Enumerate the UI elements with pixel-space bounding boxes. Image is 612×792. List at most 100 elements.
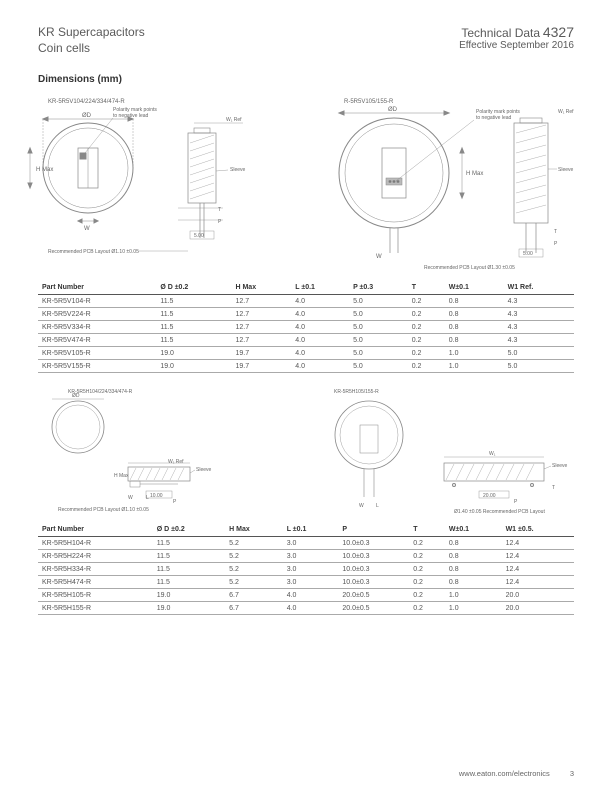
- table-cell: 11.5: [153, 563, 225, 576]
- table-row: KR-5R5H334-R11.55.23.010.0±0.30.20.812.4: [38, 563, 574, 576]
- table-cell: 5.2: [225, 537, 283, 550]
- table-cell: 1.0: [445, 347, 504, 360]
- svg-text:L: L: [376, 503, 379, 509]
- header-right: Technical Data 4327 Effective September …: [459, 24, 574, 56]
- svg-text:to negative lead: to negative lead: [476, 115, 512, 121]
- table-cell: 1.0: [445, 589, 502, 602]
- mid-diagrams-row: KR-5R5H104/224/334/474-R ØD H Max Sleeve…: [0, 373, 612, 515]
- table-header-cell: H Max: [225, 523, 283, 537]
- table-cell: 5.2: [225, 563, 283, 576]
- svg-text:Recommended PCB Layout Ø1.30: Recommended PCB Layout Ø1.30 ±0.05: [424, 265, 515, 271]
- table-cell: 0.2: [409, 563, 445, 576]
- table-header-cell: H Max: [231, 281, 291, 295]
- top-diagrams-row: KR-5R5V104/224/334/474-R ØD H Max Polari…: [0, 85, 612, 273]
- table-cell: 11.5: [153, 576, 225, 589]
- table-cell: 10.0±0.3: [338, 563, 409, 576]
- table-cell: 6.7: [225, 589, 283, 602]
- svg-text:P: P: [173, 499, 177, 505]
- svg-text:Sleeve: Sleeve: [558, 167, 574, 173]
- svg-text:P: P: [514, 499, 518, 505]
- table-cell: 0.2: [409, 589, 445, 602]
- table-cell: 3.0: [283, 550, 339, 563]
- table-cell: 19.0: [153, 602, 225, 615]
- diagram-title: KR-5R5V104/224/334/474-R: [48, 99, 125, 105]
- table-cell: 0.2: [409, 537, 445, 550]
- diagram-top-right: R-5R5V105/155-R ØD H Max Polarity mark p…: [314, 93, 594, 273]
- table-cell: 4.0: [291, 347, 349, 360]
- diagram-mid-left: KR-5R5H104/224/334/474-R ØD H Max Sleeve…: [18, 385, 278, 515]
- table-header-cell: T: [408, 281, 445, 295]
- header-left: KR Supercapacitors Coin cells: [38, 24, 145, 56]
- table-row: KR-5R5V224-R11.512.74.05.00.20.84.3: [38, 308, 574, 321]
- table-cell: 0.2: [408, 360, 445, 373]
- table-cell: 4.3: [504, 295, 574, 308]
- svg-text:W₁: W₁: [489, 451, 496, 457]
- table-cell: 20.0±0.5: [338, 589, 409, 602]
- table-cell: 4.0: [291, 334, 349, 347]
- table-cell: 19.7: [231, 360, 291, 373]
- table-cell: 4.0: [283, 589, 339, 602]
- svg-text:ØD: ØD: [72, 393, 80, 399]
- table-cell: 0.2: [409, 550, 445, 563]
- svg-text:KR-5R5H105/155-R: KR-5R5H105/155-R: [334, 389, 379, 395]
- product-line1: KR Supercapacitors: [38, 24, 145, 40]
- table-cell: 4.0: [283, 602, 339, 615]
- table-cell: KR-5R5V334-R: [38, 321, 156, 334]
- table-header-cell: Ø D ±0.2: [153, 523, 225, 537]
- table-row: KR-5R5H104-R11.55.23.010.0±0.30.20.812.4: [38, 537, 574, 550]
- table-cell: 10.0±0.3: [338, 576, 409, 589]
- table-header-cell: P: [338, 523, 409, 537]
- page-footer: www.eaton.com/electronics 3: [459, 769, 574, 778]
- table-cell: 12.7: [231, 295, 291, 308]
- table-row: KR-5R5V104-R11.512.74.05.00.20.84.3: [38, 295, 574, 308]
- table-cell: 19.7: [231, 347, 291, 360]
- table-row: KR-5R5H474-R11.55.23.010.0±0.30.20.812.4: [38, 576, 574, 589]
- table-cell: 5.0: [349, 347, 408, 360]
- table-header-cell: W1 ±0.5.: [502, 523, 574, 537]
- table-cell: 3.0: [283, 537, 339, 550]
- svg-text:10.00: 10.00: [150, 493, 163, 499]
- table-cell: 6.7: [225, 602, 283, 615]
- table-cell: 0.2: [408, 321, 445, 334]
- svg-text:R-5R5V105/155-R: R-5R5V105/155-R: [344, 99, 394, 105]
- svg-text:H Max: H Max: [114, 473, 129, 479]
- svg-text:P: P: [554, 241, 558, 247]
- table-row: KR-5R5H224-R11.55.23.010.0±0.30.20.812.4: [38, 550, 574, 563]
- table-cell: 12.4: [502, 537, 574, 550]
- svg-text:T: T: [552, 485, 555, 491]
- table-cell: 19.0: [156, 360, 231, 373]
- table-cell: 11.5: [153, 537, 225, 550]
- table-cell: KR-5R5H474-R: [38, 576, 153, 589]
- table-cell: KR-5R5V224-R: [38, 308, 156, 321]
- table-cell: 0.2: [409, 602, 445, 615]
- table-cell: 4.0: [291, 308, 349, 321]
- table-cell: 5.2: [225, 576, 283, 589]
- svg-text:ØD: ØD: [388, 107, 398, 113]
- table-cell: KR-5R5V104-R: [38, 295, 156, 308]
- table-cell: 5.0: [349, 334, 408, 347]
- table-header-cell: Part Number: [38, 523, 153, 537]
- table-cell: 12.7: [231, 334, 291, 347]
- table-cell: 0.8: [445, 576, 502, 589]
- table-cell: 1.0: [445, 360, 504, 373]
- table-header-cell: T: [409, 523, 445, 537]
- table-cell: 4.3: [504, 321, 574, 334]
- table-cell: KR-5R5H105-R: [38, 589, 153, 602]
- table-cell: 4.0: [291, 321, 349, 334]
- dimension-table-2: Part NumberØ D ±0.2H MaxL ±0.1PTW±0.1W1 …: [38, 523, 574, 615]
- table-cell: 0.2: [408, 347, 445, 360]
- footer-page: 3: [570, 769, 574, 778]
- table-cell: 19.0: [153, 589, 225, 602]
- table-cell: 11.5: [156, 308, 231, 321]
- footer-url: www.eaton.com/electronics: [459, 769, 550, 778]
- table-cell: 12.7: [231, 321, 291, 334]
- table-cell: 1.0: [445, 602, 502, 615]
- svg-text:Recommended PCB Layout Ø1.10: Recommended PCB Layout Ø1.10 ±0.05: [58, 507, 149, 513]
- table-cell: KR-5R5H334-R: [38, 563, 153, 576]
- svg-text:T: T: [554, 229, 557, 235]
- table-cell: 12.4: [502, 576, 574, 589]
- table-cell: KR-5R5V474-R: [38, 334, 156, 347]
- svg-text:W: W: [84, 226, 90, 232]
- table-header-cell: L ±0.1: [283, 523, 339, 537]
- techdata-num: 4327: [543, 24, 574, 40]
